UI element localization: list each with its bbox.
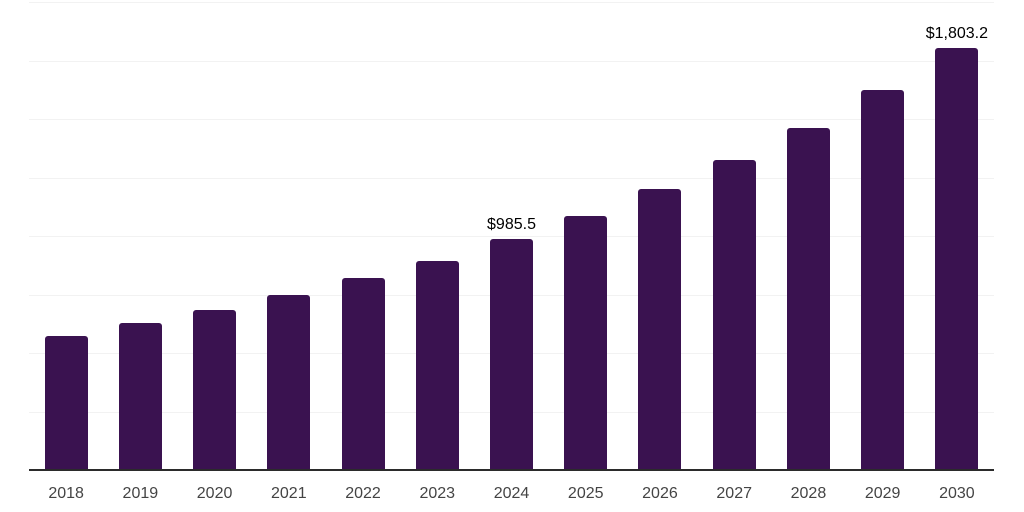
- bar-2029: [861, 89, 905, 470]
- x-tick-label-2029: 2029: [864, 485, 901, 502]
- bar-2025: [564, 215, 608, 470]
- gridline-1250: [29, 177, 994, 179]
- x-tick-label-2021: 2021: [271, 485, 307, 502]
- x-tick-label-2022: 2022: [345, 485, 381, 502]
- bar-2023: [415, 260, 459, 470]
- x-tick-label-2019: 2019: [122, 485, 159, 502]
- x-tick-label-2020: 2020: [196, 485, 233, 502]
- gridline-1750: [29, 60, 994, 62]
- gridline-1500: [29, 119, 994, 120]
- x-tick-label-2025: 2025: [567, 485, 604, 502]
- bar-2021: [267, 295, 311, 470]
- gridline-2000: [29, 2, 994, 3]
- bar-2028: [786, 127, 830, 470]
- x-tick-label-2028: 2028: [790, 485, 827, 502]
- x-tick-label-2023: 2023: [419, 485, 456, 502]
- bar-2020: [193, 310, 237, 470]
- bar-2022: [341, 278, 385, 470]
- value-label-2024: $985.5: [487, 216, 536, 234]
- bar-2027: [712, 160, 756, 470]
- bar-2030: [935, 48, 979, 470]
- x-tick-label-2030: 2030: [939, 485, 975, 502]
- x-axis-line: [29, 469, 994, 471]
- bar-2024: [490, 239, 533, 470]
- bar-2019: [118, 323, 162, 470]
- x-tick-label-2027: 2027: [716, 485, 752, 502]
- gridline-1000: [29, 236, 994, 237]
- x-tick-label-2018: 2018: [48, 485, 84, 502]
- bar-2026: [638, 189, 682, 470]
- value-label-2030: $1,803.2: [925, 25, 989, 43]
- x-tick-label-2026: 2026: [642, 485, 678, 502]
- x-tick-label-2024: 2024: [493, 485, 530, 502]
- bar-2018: [44, 336, 88, 470]
